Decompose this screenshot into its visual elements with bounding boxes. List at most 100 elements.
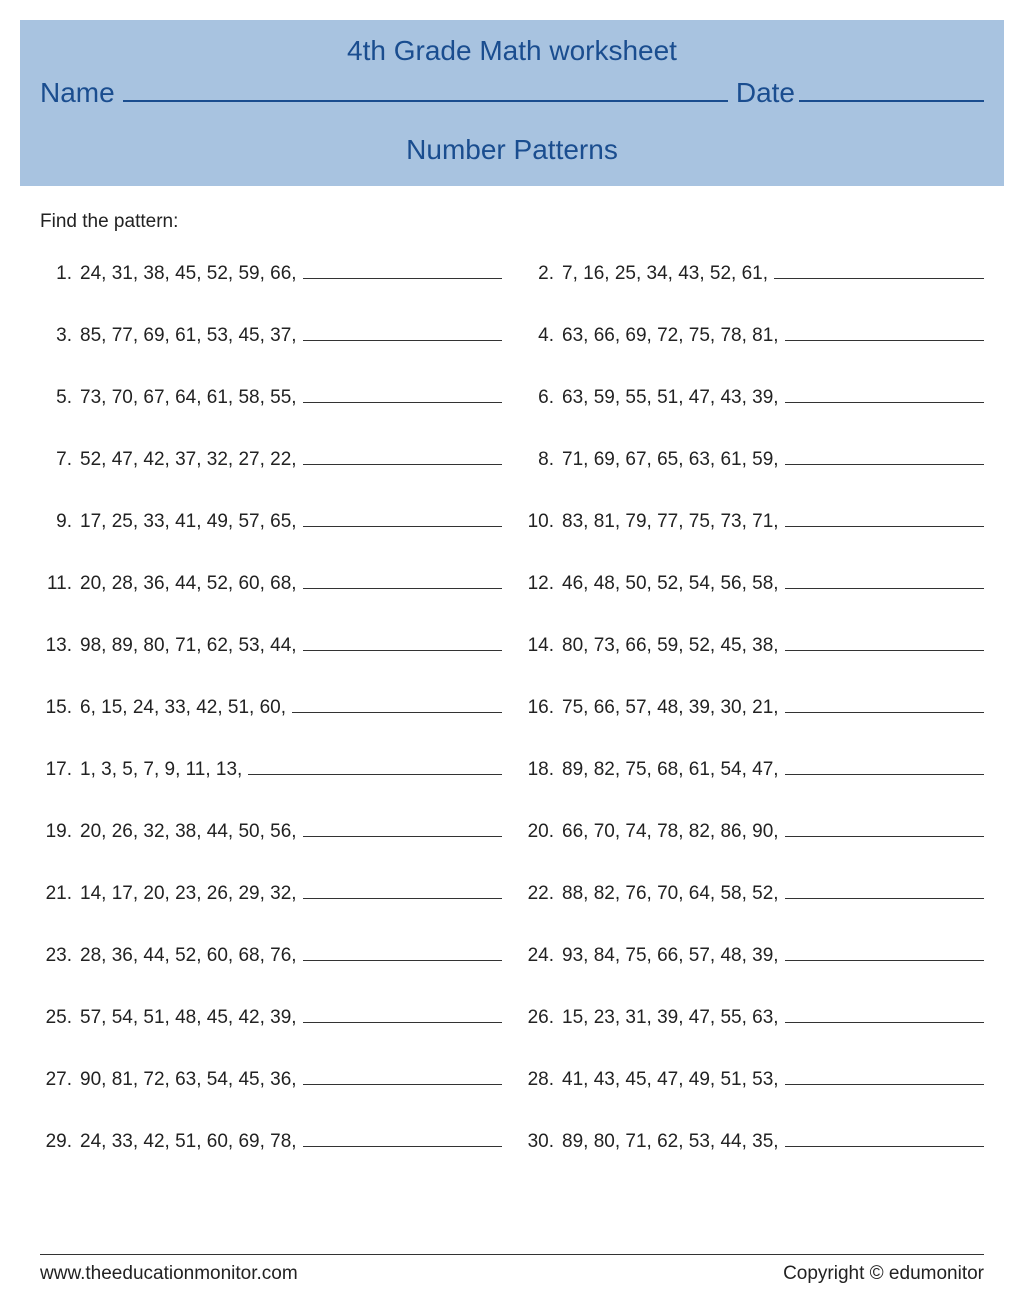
problem-sequence: 89, 80, 71, 62, 53, 44, 35,	[562, 1131, 779, 1153]
answer-blank[interactable]	[774, 278, 984, 279]
answer-blank[interactable]	[248, 774, 502, 775]
name-block: Name	[40, 77, 736, 109]
problem-sequence: 20, 28, 36, 44, 52, 60, 68,	[80, 573, 297, 595]
problem-item: 22. 88, 82, 76, 70, 64, 58, 52,	[522, 883, 984, 905]
problem-sequence: 28, 36, 44, 52, 60, 68, 76,	[80, 945, 297, 967]
answer-blank[interactable]	[303, 836, 502, 837]
problem-number: 17.	[40, 759, 72, 781]
problem-item: 23. 28, 36, 44, 52, 60, 68, 76,	[40, 945, 502, 967]
problem-item: 27. 90, 81, 72, 63, 54, 45, 36,	[40, 1069, 502, 1091]
answer-blank[interactable]	[303, 1084, 502, 1085]
problem-sequence: 89, 82, 75, 68, 61, 54, 47,	[562, 759, 779, 781]
answer-blank[interactable]	[303, 526, 502, 527]
problem-number: 27.	[40, 1069, 72, 1091]
answer-blank[interactable]	[303, 278, 502, 279]
problem-sequence: 63, 59, 55, 51, 47, 43, 39,	[562, 387, 779, 409]
problem-number: 21.	[40, 883, 72, 905]
problem-item: 28. 41, 43, 45, 47, 49, 51, 53,	[522, 1069, 984, 1091]
problem-sequence: 7, 16, 25, 34, 43, 52, 61,	[562, 263, 768, 285]
problem-item: 10. 83, 81, 79, 77, 75, 73, 71,	[522, 511, 984, 533]
problem-sequence: 88, 82, 76, 70, 64, 58, 52,	[562, 883, 779, 905]
answer-blank[interactable]	[785, 836, 984, 837]
answer-blank[interactable]	[785, 464, 984, 465]
problem-sequence: 66, 70, 74, 78, 82, 86, 90,	[562, 821, 779, 843]
date-block: Date	[736, 77, 984, 109]
answer-blank[interactable]	[785, 960, 984, 961]
problem-sequence: 1, 3, 5, 7, 9, 11, 13,	[80, 759, 242, 781]
date-input-line[interactable]	[799, 100, 984, 102]
problem-sequence: 24, 33, 42, 51, 60, 69, 78,	[80, 1131, 297, 1153]
answer-blank[interactable]	[303, 898, 502, 899]
problem-sequence: 93, 84, 75, 66, 57, 48, 39,	[562, 945, 779, 967]
problem-number: 4.	[522, 325, 554, 347]
answer-blank[interactable]	[785, 1084, 984, 1085]
answer-blank[interactable]	[785, 588, 984, 589]
problem-number: 2.	[522, 263, 554, 285]
answer-blank[interactable]	[785, 1022, 984, 1023]
problem-item: 13. 98, 89, 80, 71, 62, 53, 44,	[40, 635, 502, 657]
answer-blank[interactable]	[292, 712, 502, 713]
problem-item: 15. 6, 15, 24, 33, 42, 51, 60,	[40, 697, 502, 719]
problem-number: 23.	[40, 945, 72, 967]
problem-sequence: 71, 69, 67, 65, 63, 61, 59,	[562, 449, 779, 471]
problem-sequence: 24, 31, 38, 45, 52, 59, 66,	[80, 263, 297, 285]
answer-blank[interactable]	[785, 712, 984, 713]
footer-url: www.theeducationmonitor.com	[40, 1263, 298, 1285]
problem-number: 22.	[522, 883, 554, 905]
problem-item: 18. 89, 82, 75, 68, 61, 54, 47,	[522, 759, 984, 781]
problem-number: 3.	[40, 325, 72, 347]
problem-number: 10.	[522, 511, 554, 533]
problem-sequence: 80, 73, 66, 59, 52, 45, 38,	[562, 635, 779, 657]
answer-blank[interactable]	[785, 526, 984, 527]
problem-item: 4. 63, 66, 69, 72, 75, 78, 81,	[522, 325, 984, 347]
problem-number: 26.	[522, 1007, 554, 1029]
problem-item: 30. 89, 80, 71, 62, 53, 44, 35,	[522, 1131, 984, 1153]
problem-item: 2. 7, 16, 25, 34, 43, 52, 61,	[522, 263, 984, 285]
answer-blank[interactable]	[303, 1146, 502, 1147]
problem-number: 29.	[40, 1131, 72, 1153]
problem-item: 7. 52, 47, 42, 37, 32, 27, 22,	[40, 449, 502, 471]
problem-sequence: 90, 81, 72, 63, 54, 45, 36,	[80, 1069, 297, 1091]
problem-sequence: 52, 47, 42, 37, 32, 27, 22,	[80, 449, 297, 471]
problem-item: 19. 20, 26, 32, 38, 44, 50, 56,	[40, 821, 502, 843]
problem-number: 1.	[40, 263, 72, 285]
problem-number: 14.	[522, 635, 554, 657]
date-label: Date	[736, 77, 795, 109]
problem-number: 20.	[522, 821, 554, 843]
problem-sequence: 75, 66, 57, 48, 39, 30, 21,	[562, 697, 779, 719]
problem-item: 17. 1, 3, 5, 7, 9, 11, 13,	[40, 759, 502, 781]
footer-row: www.theeducationmonitor.com Copyright © …	[40, 1263, 984, 1285]
name-input-line[interactable]	[123, 100, 728, 102]
answer-blank[interactable]	[303, 960, 502, 961]
answer-blank[interactable]	[303, 1022, 502, 1023]
problem-item: 20. 66, 70, 74, 78, 82, 86, 90,	[522, 821, 984, 843]
answer-blank[interactable]	[785, 340, 984, 341]
worksheet-title: 4th Grade Math worksheet	[40, 35, 984, 67]
problem-number: 19.	[40, 821, 72, 843]
problem-sequence: 15, 23, 31, 39, 47, 55, 63,	[562, 1007, 779, 1029]
problem-sequence: 41, 43, 45, 47, 49, 51, 53,	[562, 1069, 779, 1091]
answer-blank[interactable]	[785, 650, 984, 651]
answer-blank[interactable]	[303, 588, 502, 589]
answer-blank[interactable]	[785, 898, 984, 899]
problem-sequence: 14, 17, 20, 23, 26, 29, 32,	[80, 883, 297, 905]
problem-item: 6. 63, 59, 55, 51, 47, 43, 39,	[522, 387, 984, 409]
answer-blank[interactable]	[303, 340, 502, 341]
answer-blank[interactable]	[303, 650, 502, 651]
problem-sequence: 73, 70, 67, 64, 61, 58, 55,	[80, 387, 297, 409]
problem-number: 12.	[522, 573, 554, 595]
problem-item: 21. 14, 17, 20, 23, 26, 29, 32,	[40, 883, 502, 905]
problem-item: 3. 85, 77, 69, 61, 53, 45, 37,	[40, 325, 502, 347]
problem-sequence: 57, 54, 51, 48, 45, 42, 39,	[80, 1007, 297, 1029]
answer-blank[interactable]	[303, 402, 502, 403]
problem-item: 5. 73, 70, 67, 64, 61, 58, 55,	[40, 387, 502, 409]
answer-blank[interactable]	[785, 1146, 984, 1147]
problem-item: 9. 17, 25, 33, 41, 49, 57, 65,	[40, 511, 502, 533]
problems-grid: 1. 24, 31, 38, 45, 52, 59, 66, 2. 7, 16, …	[40, 263, 984, 1153]
answer-blank[interactable]	[785, 774, 984, 775]
answer-blank[interactable]	[303, 464, 502, 465]
problem-number: 18.	[522, 759, 554, 781]
problem-sequence: 98, 89, 80, 71, 62, 53, 44,	[80, 635, 297, 657]
answer-blank[interactable]	[785, 402, 984, 403]
problem-item: 29. 24, 33, 42, 51, 60, 69, 78,	[40, 1131, 502, 1153]
